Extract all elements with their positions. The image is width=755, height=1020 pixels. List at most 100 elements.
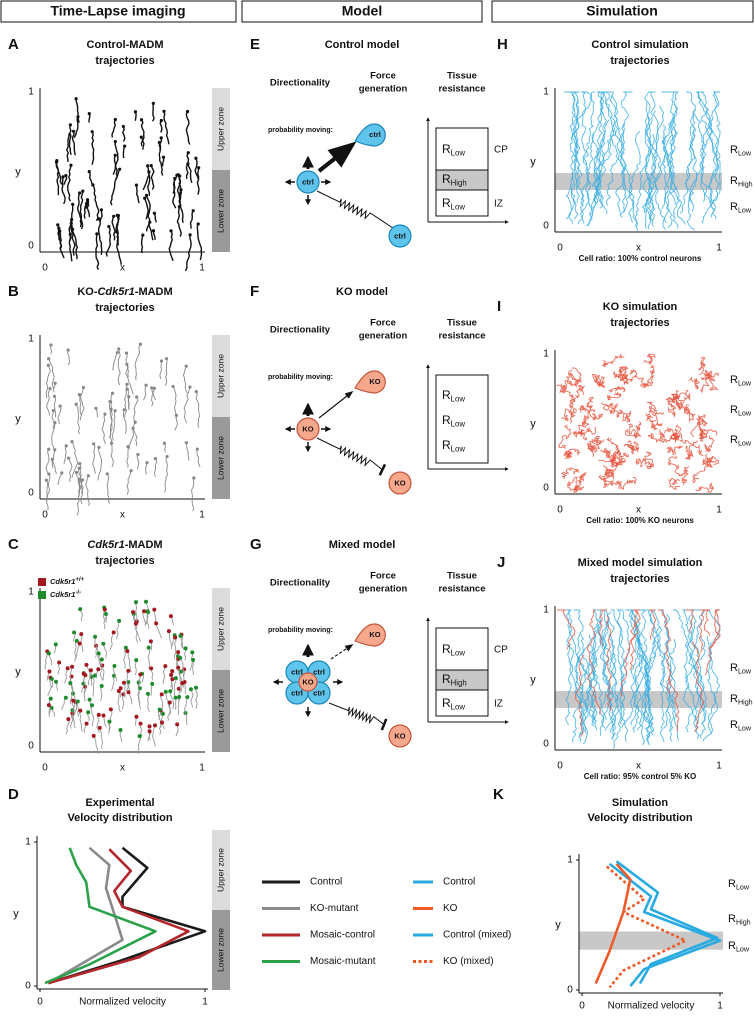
cell-dot [173,695,178,700]
resistance-label: RHigh [730,175,753,188]
panel-letter: F [250,283,259,300]
trajectory [102,609,106,622]
cell-dot [142,609,147,614]
trajectory [132,428,138,447]
text-part: KO- [77,286,98,298]
text-part: -MADM [125,539,163,551]
cell-dot [180,681,185,686]
trajectory [189,210,194,229]
panel-title: trajectories [95,55,154,67]
trajectory [698,609,707,653]
cell-dot [173,676,178,681]
cell-dot [87,112,91,116]
cell-label: ctrl [313,688,325,697]
x-tick-label: 0 [579,1001,585,1012]
cell-dot [126,690,131,695]
trajectory [578,417,590,431]
trajectory [703,435,715,453]
text-part: -/- [75,590,81,596]
trajectory [608,385,626,393]
resistance-label: RHigh [728,913,751,926]
cell-dot [159,359,164,363]
panel-title: Experimental [85,797,154,809]
resistance-symbol: R [728,913,736,925]
resistance-label: RLow [730,719,752,732]
cell-dot [94,406,98,410]
cell-dot [58,404,62,408]
trajectory [68,124,72,156]
cell-dot [97,725,102,730]
trajectory [646,626,661,746]
trajectory [586,609,601,715]
trajectory [601,353,625,368]
trajectory [700,374,719,391]
trajectory [71,131,76,156]
trajectory [177,667,183,683]
cell-dot [108,707,113,712]
panel-letter: J [497,554,505,571]
spring-stop [380,718,388,731]
cell-label: KO [394,731,405,740]
trajectory [196,449,201,468]
trajectory [125,364,134,395]
cell-dot [191,209,195,213]
cell-dot [194,685,199,690]
cell-dot [53,642,58,647]
resistance-label: RLow [730,144,752,157]
cell-dot [117,347,121,351]
trajectory [75,404,80,435]
resistance-label: RLow [728,878,750,891]
cell-dot [96,651,101,656]
column-label: generation [359,584,408,595]
column-header: Simulation [586,3,658,19]
trajectory [573,484,585,493]
trajectory [582,657,593,745]
trajectory [698,356,706,375]
spring [316,437,383,471]
x-tick-label: 0 [42,763,48,774]
cell-dot [136,452,140,457]
resistance-subscript: Low [738,149,752,157]
trajectory [168,230,174,262]
trajectory [167,702,171,721]
cell-dot [112,664,117,669]
trajectory [151,387,156,401]
cell-dot [194,156,198,160]
trajectory [48,653,53,666]
trajectory [585,133,595,227]
cell-dot [125,649,130,654]
cell-dot [147,724,152,729]
cell-label: ctrl [291,688,303,697]
cell-dot [51,409,55,413]
panel-title: KO simulation [603,301,678,313]
trajectory [588,91,603,227]
trajectory [52,449,58,474]
trajectory [564,643,574,726]
trajectory [112,665,117,682]
trajectory [45,480,49,511]
cell-dot [113,409,117,413]
cell-dot [77,466,81,470]
text-part: Cdk5r1 [50,590,75,599]
cell-dot [117,618,122,623]
cell-dot [78,191,82,195]
zone-label: Lower zone [215,436,225,480]
text-part: Cdk5r1 [50,577,75,586]
panel-title: Simulation [612,797,669,809]
cell-dot [185,695,190,700]
trajectory [150,683,153,696]
trajectory [64,668,69,684]
zone-label: IZ [494,199,503,210]
trajectory [172,174,178,209]
trajectory [688,609,706,721]
cell-dot [145,461,149,465]
resistance-symbol: R [730,719,738,731]
trajectory [667,403,678,418]
cell-dot [150,681,155,686]
trajectory [163,111,170,145]
trajectory [85,475,90,506]
trajectory [185,111,191,145]
trajectory [74,643,81,662]
trajectory [697,91,717,210]
